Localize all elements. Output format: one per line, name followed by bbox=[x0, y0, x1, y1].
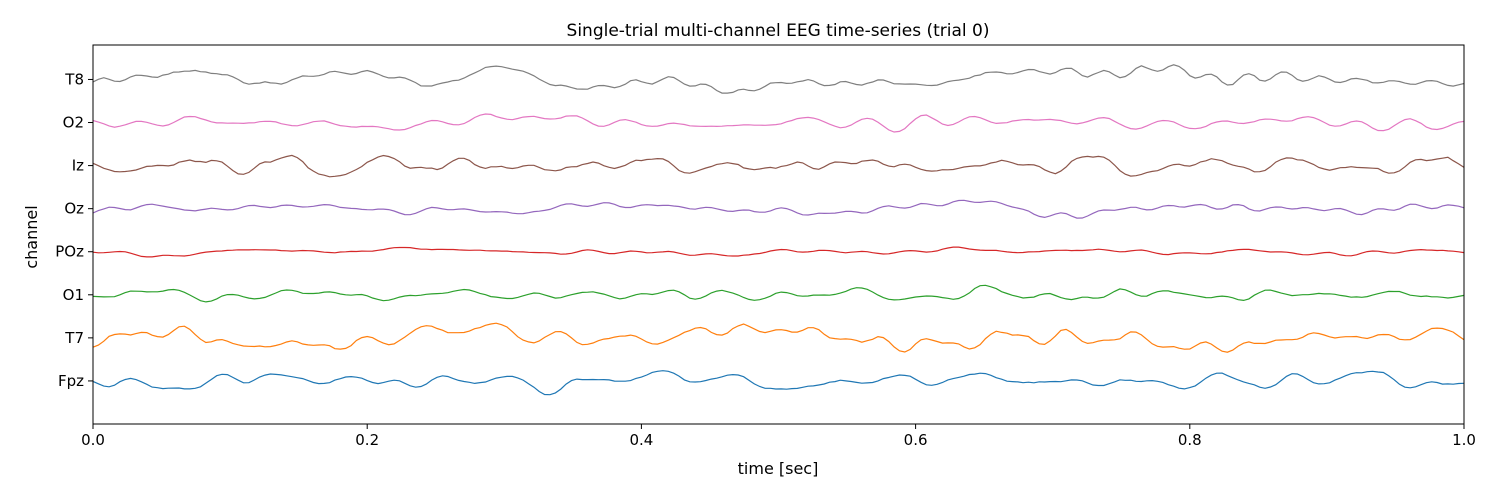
series-line-o1 bbox=[92, 284, 1465, 303]
x-tick-label: 0.8 bbox=[1178, 431, 1202, 449]
x-tick-label: 0.2 bbox=[355, 431, 379, 449]
series-line-o2 bbox=[92, 113, 1465, 133]
y-tick-label: Fpz bbox=[58, 372, 84, 390]
chart-title: Single-trial multi-channel EEG time-seri… bbox=[567, 21, 990, 41]
x-tick-label: 0.0 bbox=[81, 431, 105, 449]
plot-frame bbox=[92, 44, 1465, 425]
y-tick-label: Oz bbox=[64, 200, 84, 218]
y-tick-label: O2 bbox=[63, 114, 84, 132]
series-line-t8 bbox=[92, 64, 1465, 94]
x-axis-label: time [sec] bbox=[738, 459, 819, 478]
y-tick-label: POz bbox=[55, 243, 84, 261]
series-line-iz bbox=[92, 154, 1465, 178]
plot-area: 0.0 0.2 0.4 0.6 0.8 1.0 Fpz T7 O1 POz Oz Iz O2 T8 bbox=[55, 44, 1476, 449]
x-tick-label: 0.4 bbox=[629, 431, 653, 449]
x-tick-label: 1.0 bbox=[1452, 431, 1476, 449]
y-tick-label: O1 bbox=[63, 286, 84, 304]
x-tick-label: 0.6 bbox=[904, 431, 928, 449]
y-tick-label: T8 bbox=[64, 70, 84, 88]
series-line-fpz bbox=[92, 370, 1465, 396]
y-axis-label: channel bbox=[22, 205, 41, 268]
series-line-oz bbox=[92, 199, 1465, 219]
y-tick-label: T7 bbox=[64, 329, 84, 347]
series-line-t7 bbox=[92, 322, 1465, 353]
series-line-poz bbox=[92, 246, 1465, 258]
y-tick-label: Iz bbox=[72, 157, 84, 175]
